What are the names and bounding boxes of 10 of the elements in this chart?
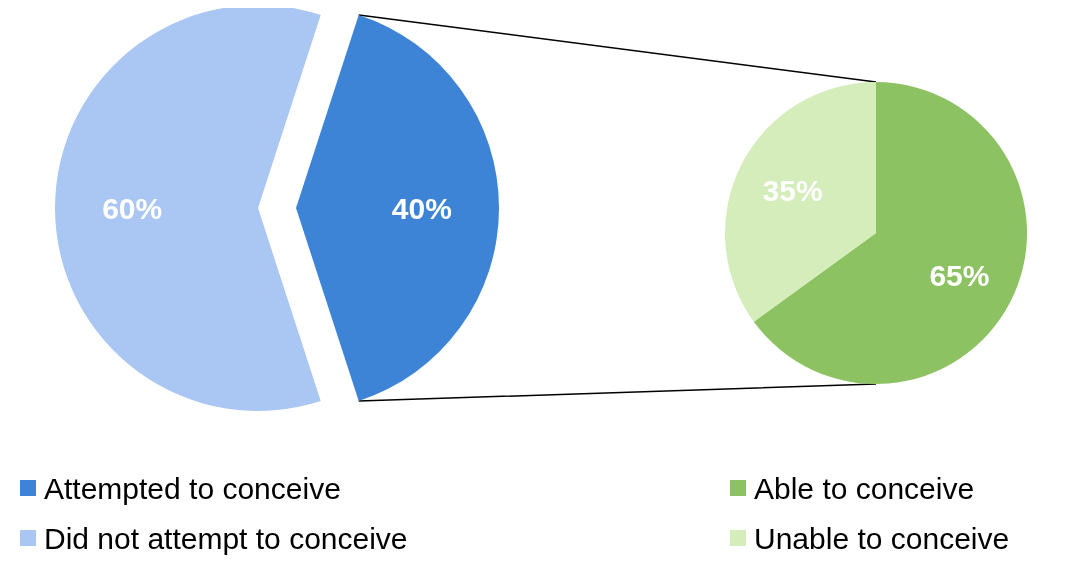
- legend-label: Able to conceive: [754, 471, 975, 505]
- pie-slice: [725, 82, 876, 322]
- pie-slice: [753, 82, 1027, 384]
- data-label: 40%: [391, 191, 452, 225]
- data-label: 60%: [102, 191, 163, 225]
- legend-label: Unable to conceive: [754, 521, 1010, 555]
- data-label: 65%: [929, 259, 990, 292]
- legend-label: Did not attempt to conceive: [44, 521, 408, 555]
- legend-label: Attempted to conceive: [44, 471, 341, 505]
- data-label: 35%: [762, 174, 823, 207]
